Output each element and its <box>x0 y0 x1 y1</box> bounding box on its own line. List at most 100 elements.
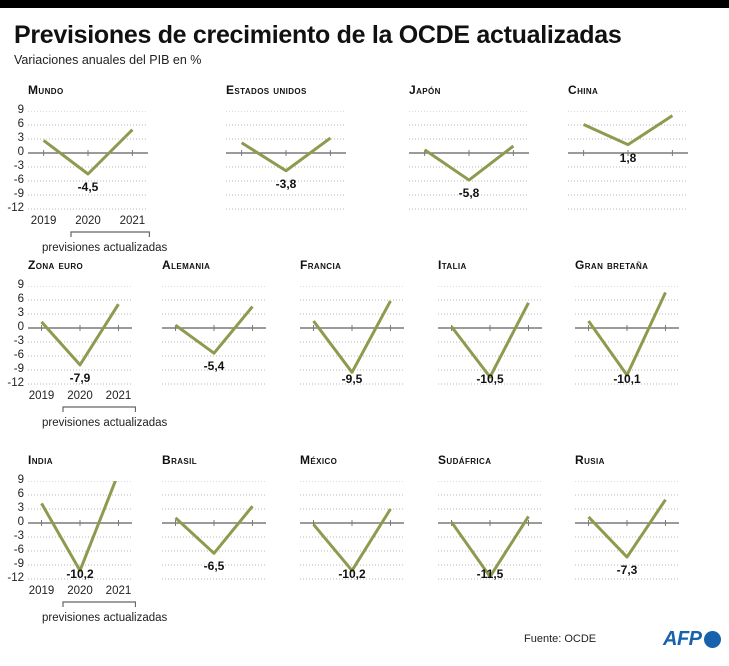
value-label: -7,3 <box>616 563 638 578</box>
data-line <box>174 305 254 355</box>
value-label: -6,5 <box>203 559 225 574</box>
chart-svg <box>28 286 132 385</box>
forecast-bracket <box>70 231 150 237</box>
chart-panel: Estados Unidos <box>226 83 307 97</box>
chart-panel-title: India <box>28 453 53 467</box>
data-line <box>587 291 667 377</box>
y-axis-label: -12 <box>7 377 24 389</box>
chart-svg <box>438 481 542 580</box>
chart-plot-area <box>226 111 346 211</box>
page-header: Previsiones de crecimiento de la OCDE ac… <box>0 8 729 68</box>
y-axis-label: -9 <box>13 363 24 375</box>
chart-panel-title: Zona Euro <box>28 258 84 272</box>
value-label: -10,2 <box>338 567 366 581</box>
data-line <box>312 300 392 374</box>
value-label: 1,8 <box>619 150 637 165</box>
data-line <box>40 481 117 573</box>
data-line <box>40 303 120 367</box>
data-line <box>582 114 674 147</box>
y-axis-label: -3 <box>13 335 24 347</box>
chart-panel-title: Japón <box>409 83 441 97</box>
top-bar <box>0 0 729 8</box>
y-axis-label: 6 <box>17 293 24 305</box>
chart-plot-area <box>575 481 679 581</box>
x-axis-label: 2021 <box>105 390 132 402</box>
chart-panel-title: Francia <box>300 258 342 272</box>
data-line <box>42 128 134 176</box>
data-line <box>174 505 254 555</box>
chart-plot-area <box>438 481 542 581</box>
chart-svg <box>28 111 148 210</box>
chart-svg <box>300 286 404 385</box>
forecast-note: previsiones actualizadas <box>42 417 168 429</box>
y-axis-label: 9 <box>17 474 24 486</box>
chart-svg <box>568 111 688 210</box>
value-label: -5,4 <box>203 359 225 374</box>
y-axis-label: 9 <box>17 279 24 291</box>
chart-panel-title: Mundo <box>28 83 64 97</box>
chart-panel: Sudáfrica <box>438 453 491 467</box>
x-axis-label: 2019 <box>30 215 57 227</box>
chart-plot-area <box>575 286 679 386</box>
x-axis-label: 2020 <box>67 585 93 597</box>
chart-panel-title: China <box>568 83 599 97</box>
data-line <box>240 136 332 173</box>
y-axis-label: 3 <box>17 307 24 319</box>
chart-svg <box>162 481 266 580</box>
x-axis-label: 2020 <box>67 390 93 402</box>
data-line <box>312 508 392 573</box>
y-axis-label: 3 <box>17 502 24 514</box>
y-axis-label: 0 <box>17 321 24 333</box>
chart-plot-area <box>162 481 266 581</box>
x-axis-label: 2019 <box>28 390 55 402</box>
chart-panel-title: México <box>300 453 338 467</box>
forecast-bracket <box>62 406 137 412</box>
chart-panel-title: Estados Unidos <box>226 83 307 97</box>
forecast-note: previsiones actualizadas <box>42 242 168 254</box>
source-note: Fuente: OCDE <box>524 633 597 645</box>
data-line <box>587 498 667 559</box>
chart-svg <box>575 286 679 385</box>
chart-panel: Gran Bretaña <box>575 258 648 272</box>
chart-svg <box>226 111 346 210</box>
chart-panel: China <box>568 83 598 97</box>
x-axis-label: 2021 <box>119 215 146 227</box>
chart-plot-area <box>438 286 542 386</box>
value-label: -7,9 <box>69 370 91 385</box>
y-axis-label: -6 <box>13 349 24 361</box>
y-axis-label: 0 <box>17 146 24 158</box>
y-axis-label: 6 <box>17 488 24 500</box>
x-axis-label: 2021 <box>105 585 132 597</box>
afp-logo: AFP <box>663 628 721 651</box>
page-title: Previsiones de crecimiento de la OCDE ac… <box>14 21 622 49</box>
data-line <box>450 302 530 379</box>
chart-plot-area <box>568 111 688 211</box>
chart-panel: India <box>28 453 53 467</box>
chart-panel-title: Italia <box>438 258 467 272</box>
chart-svg <box>300 481 404 580</box>
value-label: -10,2 <box>66 567 94 581</box>
y-axis-label: -6 <box>13 544 24 556</box>
y-axis-label: -6 <box>13 174 24 186</box>
chart-plot-area <box>300 286 404 386</box>
x-axis-label: 2020 <box>75 215 101 227</box>
chart-plot-area <box>28 286 132 386</box>
chart-svg <box>162 286 266 385</box>
chart-panel-title: Sudáfrica <box>438 453 492 467</box>
page-subtitle: Variaciones anuales del PIB en % <box>14 53 202 68</box>
y-axis-label: 0 <box>17 516 24 528</box>
afp-wordmark: AFP <box>663 628 702 650</box>
value-label: -10,5 <box>476 372 504 386</box>
chart-panel: Italia <box>438 258 467 272</box>
chart-panel-title: Alemania <box>162 258 211 272</box>
chart-plot-area <box>28 111 148 211</box>
y-axis-label: -12 <box>7 202 24 214</box>
chart-panel: Alemania <box>162 258 210 272</box>
value-label: -10,1 <box>613 372 641 386</box>
y-axis-label: 9 <box>17 104 24 116</box>
chart-svg <box>575 481 679 580</box>
chart-svg <box>409 111 529 210</box>
chart-svg <box>438 286 542 385</box>
data-line <box>450 515 530 579</box>
value-label: -4,5 <box>77 180 99 194</box>
